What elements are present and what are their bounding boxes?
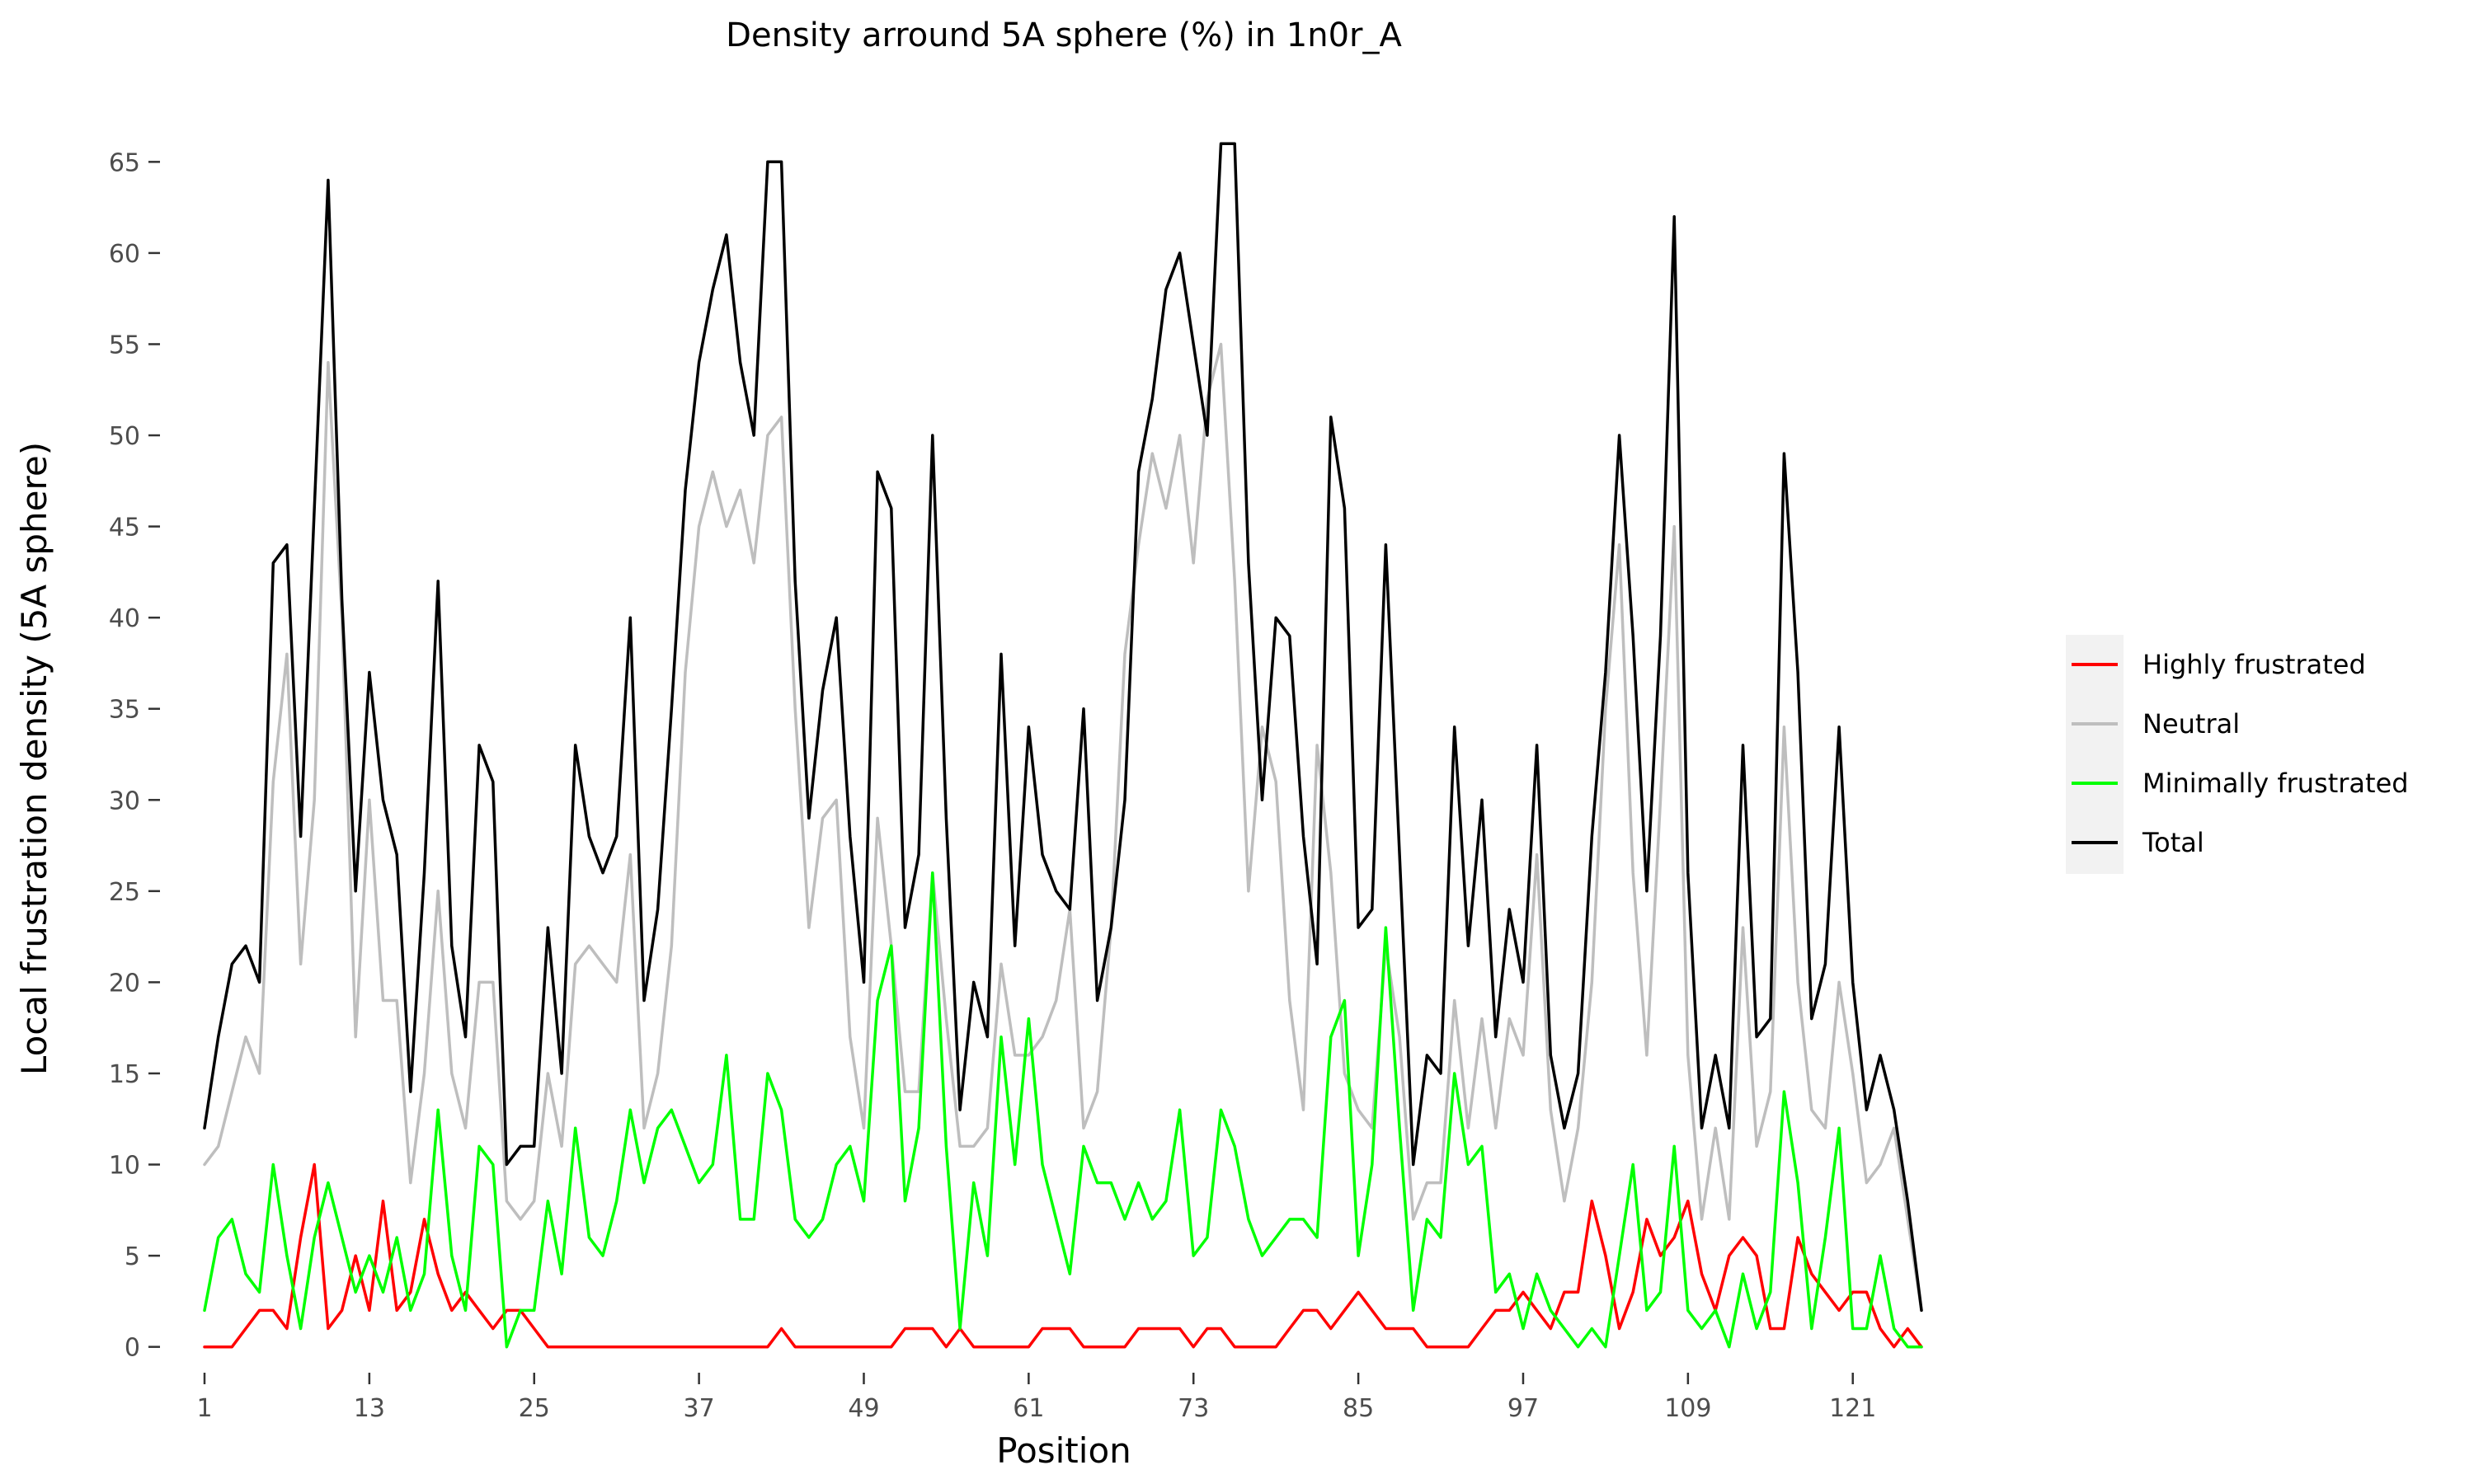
- y-tick-label: 0: [125, 1334, 140, 1363]
- y-axis-title: Local frustration density (5A sphere): [14, 442, 54, 1075]
- x-tick-label: 61: [1013, 1394, 1044, 1423]
- y-tick-label: 50: [109, 422, 140, 451]
- x-tick-label: 13: [354, 1394, 385, 1423]
- x-axis: 1 13 25 37 49 61 73 85 97 109 121: [196, 1373, 1876, 1423]
- legend-background: [2066, 635, 2124, 874]
- y-tick-label: 35: [109, 696, 140, 725]
- y-tick-label: 60: [109, 240, 140, 269]
- y-tick-label: 25: [109, 878, 140, 907]
- x-tick-label: 121: [1829, 1394, 1876, 1423]
- series-line-minimally-frustrated: [203, 871, 1923, 1349]
- series-line-total: [203, 142, 1923, 1313]
- y-tick-label: 55: [109, 331, 140, 359]
- legend-label-neutral: Neutral: [2142, 708, 2240, 740]
- y-tick-label: 40: [109, 604, 140, 633]
- x-axis-title: Position: [996, 1430, 1131, 1471]
- x-tick-label: 25: [519, 1394, 550, 1423]
- x-tick-label: 97: [1507, 1394, 1539, 1423]
- y-tick-label: 30: [109, 787, 140, 815]
- x-tick-label: 37: [684, 1394, 715, 1423]
- x-tick-label: 49: [848, 1394, 879, 1423]
- plot-lines: [203, 142, 1923, 1349]
- chart-title: Density arround 5A sphere (%) in 1n0r_A: [726, 16, 1402, 54]
- y-tick-label: 20: [109, 969, 140, 998]
- x-tick-label: 85: [1343, 1394, 1374, 1423]
- y-tick-label: 15: [109, 1060, 140, 1089]
- x-tick-label: 1: [196, 1394, 212, 1423]
- y-tick-label: 10: [109, 1152, 140, 1181]
- x-tick-label: 109: [1664, 1394, 1711, 1423]
- y-axis: 0 5 10 15 20 25 30 35 40 45 50 55 60 65: [109, 148, 160, 1363]
- y-tick-label: 5: [125, 1242, 140, 1271]
- legend-label-minimally-frustrated: Minimally frustrated: [2142, 768, 2409, 799]
- x-tick-label: 73: [1178, 1394, 1209, 1423]
- y-tick-label: 45: [109, 514, 140, 542]
- y-tick-label: 65: [109, 148, 140, 177]
- legend-label-total: Total: [2142, 827, 2204, 858]
- series-line-neutral: [203, 342, 1923, 1313]
- legend-label-highly-frustrated: Highly frustrated: [2142, 649, 2366, 680]
- series-line-highly-frustrated: [203, 1162, 1923, 1349]
- legend: Highly frustrated Neutral Minimally frustr…: [2066, 635, 2409, 874]
